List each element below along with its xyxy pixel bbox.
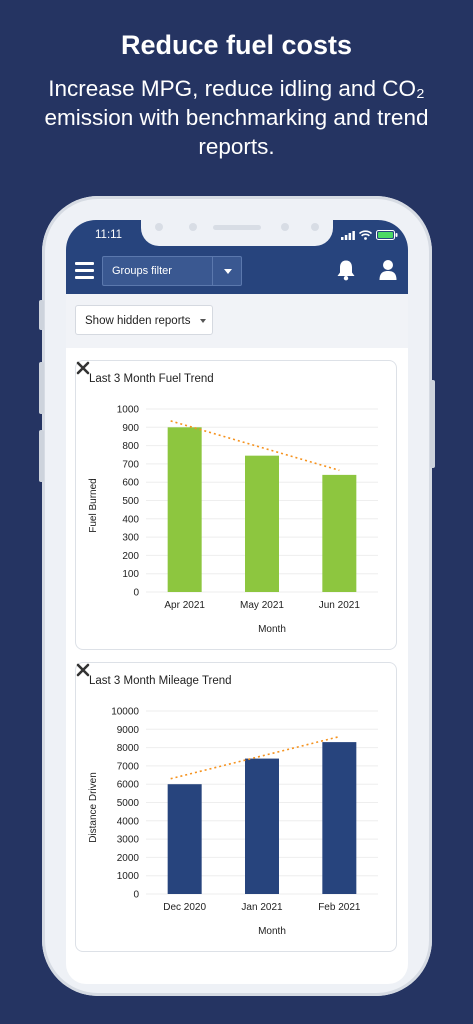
bar bbox=[245, 758, 279, 894]
status-bar: 11:11 bbox=[66, 220, 408, 250]
phone-side-button bbox=[39, 430, 44, 482]
y-tick-label: 3000 bbox=[117, 835, 140, 846]
fuel-trend-chart: 0 100 200 300 400 500 600 700 800 900 1000 Apr 2021… bbox=[88, 405, 378, 635]
x-axis-label: Month bbox=[258, 926, 286, 937]
hamburger-menu-icon[interactable] bbox=[75, 262, 94, 279]
y-tick-label: 0 bbox=[133, 890, 139, 901]
system-icons bbox=[341, 230, 398, 240]
bar bbox=[322, 742, 357, 894]
status-time: 11:11 bbox=[95, 229, 123, 241]
phone-side-button bbox=[39, 362, 44, 414]
y-tick-label: 0 bbox=[133, 588, 139, 599]
y-tick-label: 4000 bbox=[117, 816, 140, 827]
close-icon[interactable] bbox=[76, 663, 90, 677]
fuel-trend-card: Last 3 Month Fuel Trend 0 100 200 300 400 500… bbox=[75, 360, 397, 650]
x-tick-label: May 2021 bbox=[240, 600, 284, 611]
x-axis-label: Month bbox=[258, 624, 286, 635]
bar bbox=[245, 455, 279, 592]
close-icon[interactable] bbox=[76, 361, 90, 375]
y-tick-label: 400 bbox=[122, 514, 139, 525]
promo-title: Reduce fuel costs bbox=[120, 30, 353, 60]
bar bbox=[167, 784, 202, 894]
mileage-trend-chart: 0 1000 2000 3000 4000 5000 6000 7000 8000 9000 100… bbox=[88, 707, 378, 937]
chart-title: Last 3 Month Mileage Trend bbox=[89, 675, 232, 687]
y-tick-label: 300 bbox=[122, 533, 139, 544]
dropdown-divider bbox=[212, 257, 213, 285]
bar bbox=[322, 474, 357, 592]
trend-line bbox=[170, 420, 340, 472]
y-tick-label: 5000 bbox=[117, 798, 140, 809]
notch-camera bbox=[189, 223, 197, 231]
y-tick-label: 8000 bbox=[117, 743, 140, 754]
filter-strip: Show hidden reports bbox=[66, 294, 408, 348]
y-tick-label: 2000 bbox=[117, 853, 140, 864]
notch-camera bbox=[155, 223, 163, 231]
y-tick-label: 1000 bbox=[117, 405, 140, 416]
y-axis-label: Fuel Burned bbox=[88, 478, 99, 532]
wifi-icon bbox=[359, 230, 372, 240]
y-tick-label: 900 bbox=[122, 423, 139, 434]
phone-screen: 11:11 Gr bbox=[66, 220, 408, 984]
promo-subtitle: Increase MPG, reduce idling and CO₂ emis… bbox=[44, 76, 429, 159]
y-tick-label: 100 bbox=[122, 569, 139, 580]
chart-title: Last 3 Month Fuel Trend bbox=[89, 373, 214, 385]
x-tick-label: Jan 2021 bbox=[241, 902, 283, 913]
notch-camera bbox=[311, 223, 319, 231]
y-axis-label: Distance Driven bbox=[88, 772, 99, 843]
phone-side-button bbox=[430, 380, 435, 468]
notch-speaker bbox=[213, 225, 261, 230]
battery-icon bbox=[376, 230, 398, 240]
y-tick-label: 6000 bbox=[117, 780, 140, 791]
y-tick-label: 700 bbox=[122, 459, 139, 470]
y-tick-label: 7000 bbox=[117, 761, 140, 772]
trend-line bbox=[170, 735, 340, 780]
show-hidden-reports-dropdown[interactable]: Show hidden reports bbox=[75, 305, 213, 335]
caret-down-icon bbox=[200, 319, 206, 323]
bar bbox=[167, 427, 202, 592]
x-tick-label: Jun 2021 bbox=[319, 600, 361, 611]
groups-filter-dropdown[interactable]: Groups filter bbox=[102, 256, 242, 286]
mileage-trend-card: Last 3 Month Mileage Trend 0 1000 2000 3000… bbox=[75, 662, 397, 952]
y-tick-label: 200 bbox=[122, 551, 139, 562]
y-tick-label: 800 bbox=[122, 441, 139, 452]
x-tick-label: Apr 2021 bbox=[164, 600, 205, 611]
x-tick-label: Dec 2020 bbox=[163, 902, 206, 913]
y-tick-label: 10000 bbox=[111, 707, 139, 718]
notification-bell-icon[interactable] bbox=[336, 259, 356, 281]
app-bar: Groups filter bbox=[66, 250, 408, 294]
y-tick-label: 9000 bbox=[117, 725, 140, 736]
phone-notch bbox=[141, 220, 333, 246]
y-tick-label: 1000 bbox=[117, 871, 140, 882]
dashboard-content: Show hidden reports Last 3 Month Fuel Tr… bbox=[66, 294, 408, 984]
x-tick-label: Feb 2021 bbox=[318, 902, 361, 913]
notch-camera bbox=[281, 223, 289, 231]
show-hidden-reports-label: Show hidden reports bbox=[85, 315, 191, 327]
groups-filter-label: Groups filter bbox=[112, 265, 172, 277]
user-profile-icon[interactable] bbox=[379, 259, 397, 281]
y-tick-label: 600 bbox=[122, 478, 139, 489]
y-tick-label: 500 bbox=[122, 496, 139, 507]
chevron-down-icon bbox=[224, 269, 232, 274]
signal-icon bbox=[341, 230, 355, 240]
phone-side-button bbox=[39, 300, 44, 330]
